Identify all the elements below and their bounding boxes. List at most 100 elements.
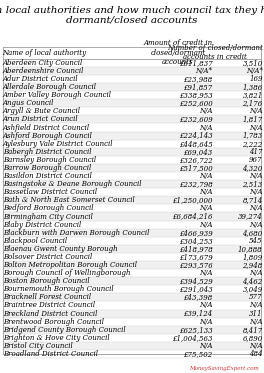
Text: 1,386: 1,386 — [242, 83, 263, 91]
Text: Adur District Council: Adur District Council — [3, 75, 78, 83]
Text: £232,798: £232,798 — [179, 180, 213, 188]
Text: Bracknell Forest Council: Bracknell Forest Council — [3, 294, 91, 301]
Text: Bournemouth Borough Council: Bournemouth Borough Council — [3, 285, 113, 293]
Text: £43,398: £43,398 — [183, 294, 213, 301]
Text: MoneySavingExpert.com: MoneySavingExpert.com — [189, 366, 259, 371]
FancyBboxPatch shape — [3, 213, 261, 220]
Text: Basingstoke & Deane Borough Council: Basingstoke & Deane Borough Council — [3, 180, 141, 188]
FancyBboxPatch shape — [3, 277, 261, 285]
Text: 3,049: 3,049 — [242, 285, 263, 293]
Text: £173,679: £173,679 — [179, 253, 213, 261]
Text: 417: 417 — [249, 148, 263, 156]
Text: Barnsley Borough Council: Barnsley Borough Council — [3, 156, 96, 164]
FancyBboxPatch shape — [3, 310, 261, 318]
Text: £69,043: £69,043 — [183, 148, 213, 156]
FancyBboxPatch shape — [3, 115, 261, 123]
Text: N/A: N/A — [249, 123, 263, 132]
Text: Angus Council: Angus Council — [3, 99, 54, 107]
Text: 169: 169 — [249, 75, 263, 83]
Text: 8,714: 8,714 — [242, 196, 263, 204]
Text: £252,600: £252,600 — [179, 99, 213, 107]
FancyBboxPatch shape — [3, 67, 261, 75]
Text: Aylesbury Vale District Council: Aylesbury Vale District Council — [3, 140, 113, 148]
Text: N/A: N/A — [249, 301, 263, 310]
Text: 2,176: 2,176 — [242, 99, 263, 107]
Text: Name of local authority: Name of local authority — [3, 49, 87, 57]
Text: £75,502: £75,502 — [183, 350, 213, 358]
Text: 577: 577 — [249, 294, 263, 301]
Text: Bristol City Council: Bristol City Council — [3, 342, 72, 350]
Text: Birmingham City Council: Birmingham City Council — [3, 213, 92, 220]
Text: £448,645: £448,645 — [179, 140, 213, 148]
Text: £232,609: £232,609 — [179, 115, 213, 123]
FancyBboxPatch shape — [3, 261, 261, 269]
Text: £304,253: £304,253 — [179, 237, 213, 245]
Text: Ashford Borough Council: Ashford Borough Council — [3, 132, 92, 140]
Text: £91,857: £91,857 — [183, 83, 213, 91]
Text: Broadland District Council: Broadland District Council — [3, 350, 98, 358]
Text: £517,500: £517,500 — [179, 164, 213, 172]
Text: Breckland District Council: Breckland District Council — [3, 310, 97, 317]
Text: 3,510: 3,510 — [242, 59, 263, 67]
FancyBboxPatch shape — [3, 148, 261, 156]
Text: £23,988: £23,988 — [183, 75, 213, 83]
Text: 39,274: 39,274 — [238, 213, 263, 220]
Text: 8,417: 8,417 — [242, 326, 263, 334]
FancyBboxPatch shape — [3, 196, 261, 204]
Text: N/A*: N/A* — [246, 67, 263, 75]
Text: £224,143: £224,143 — [179, 132, 213, 140]
Text: Amount of credit in
closed/dormant
accounts: Amount of credit in closed/dormant accou… — [143, 40, 213, 66]
Text: 484: 484 — [249, 350, 263, 358]
Text: £326,722: £326,722 — [179, 156, 213, 164]
Text: N/A: N/A — [199, 220, 213, 229]
Text: 2,513: 2,513 — [242, 180, 263, 188]
Text: Bridgend County Borough Council: Bridgend County Borough Council — [3, 326, 125, 334]
Text: 1,817: 1,817 — [242, 115, 263, 123]
FancyBboxPatch shape — [3, 164, 261, 172]
Text: Argyll & Bute Council: Argyll & Bute Council — [3, 107, 81, 115]
Text: Boston Borough Council: Boston Borough Council — [3, 277, 89, 285]
Text: 1,783: 1,783 — [242, 132, 263, 140]
Text: N/A: N/A — [249, 220, 263, 229]
Text: Arun District Council: Arun District Council — [3, 115, 78, 123]
Text: Blaenau Gwent County Borough: Blaenau Gwent County Borough — [3, 245, 117, 253]
Text: N/A: N/A — [199, 172, 213, 180]
FancyBboxPatch shape — [3, 326, 261, 334]
Text: N/A*: N/A* — [196, 67, 213, 75]
Text: Aberdeen City Council: Aberdeen City Council — [3, 59, 83, 67]
Text: Babergh District Council: Babergh District Council — [3, 148, 91, 156]
Text: Ashfield District Council: Ashfield District Council — [3, 123, 90, 132]
Text: Bath & North East Somerset Council: Bath & North East Somerset Council — [3, 196, 134, 204]
Text: N/A: N/A — [199, 301, 213, 310]
Text: £291,043: £291,043 — [179, 285, 213, 293]
Text: 2,948: 2,948 — [242, 261, 263, 269]
Text: Brentwood Borough Council: Brentwood Borough Council — [3, 318, 104, 326]
Text: Allerdale Borough Council: Allerdale Borough Council — [3, 83, 97, 91]
Text: £418,978: £418,978 — [179, 245, 213, 253]
Text: N/A: N/A — [249, 342, 263, 350]
Text: 6,890: 6,890 — [242, 334, 263, 342]
Text: N/A: N/A — [199, 123, 213, 132]
FancyBboxPatch shape — [3, 293, 261, 301]
Text: N/A: N/A — [199, 107, 213, 115]
Text: £1,004,563: £1,004,563 — [172, 334, 213, 342]
FancyBboxPatch shape — [3, 342, 261, 350]
Text: £466,939: £466,939 — [179, 229, 213, 237]
Text: Amber Valley Borough Council: Amber Valley Borough Council — [3, 91, 112, 99]
Text: 967: 967 — [249, 156, 263, 164]
FancyBboxPatch shape — [3, 99, 261, 107]
FancyBboxPatch shape — [3, 132, 261, 140]
Text: British local authorities and how much council tax they hold in
dormant/closed a: British local authorities and how much c… — [0, 6, 264, 25]
Text: N/A: N/A — [249, 318, 263, 326]
Text: N/A: N/A — [199, 204, 213, 212]
Text: Aberdeenshire Council: Aberdeenshire Council — [3, 67, 84, 75]
Text: N/A: N/A — [199, 188, 213, 196]
Text: N/A: N/A — [249, 107, 263, 115]
Text: 4,462: 4,462 — [242, 277, 263, 285]
Text: Bedford Borough Council: Bedford Borough Council — [3, 204, 93, 212]
Text: Blackpool Council: Blackpool Council — [3, 237, 67, 245]
Text: 1,809: 1,809 — [242, 253, 263, 261]
Text: Number of closed/dormant
accounts in credit: Number of closed/dormant accounts in cre… — [167, 44, 263, 61]
Text: £293,576: £293,576 — [179, 261, 213, 269]
Text: N/A: N/A — [249, 172, 263, 180]
